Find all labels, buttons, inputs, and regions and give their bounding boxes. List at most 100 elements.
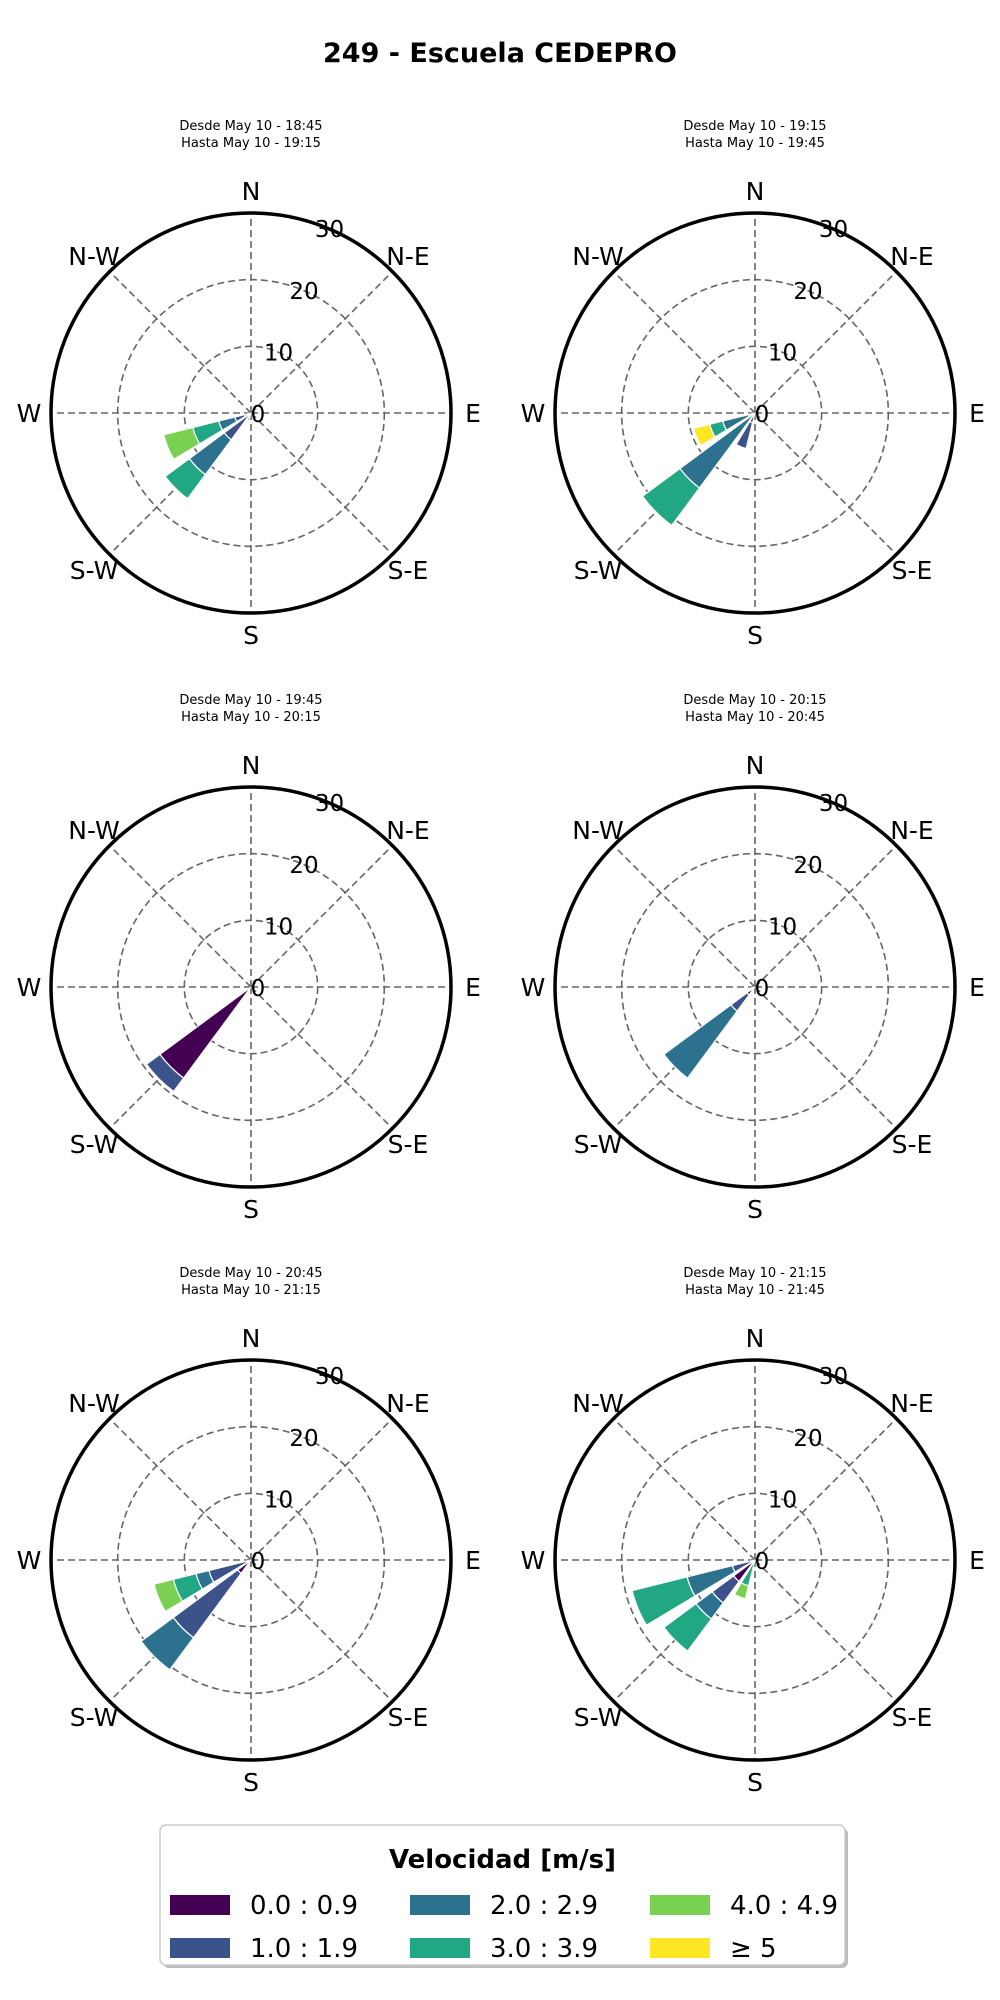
direction-label: N [746, 1324, 765, 1353]
panel-subtitle-to: Hasta May 10 - 19:45 [685, 136, 825, 151]
legend-label: 0.0 : 0.9 [250, 1891, 358, 1921]
direction-label: W [521, 399, 546, 428]
direction-label: S-E [892, 1130, 933, 1159]
wind-bar-segment [631, 1576, 696, 1627]
radial-tick-label: 0 [755, 976, 770, 1002]
wind-bar-segment [641, 467, 701, 527]
wind-rose-panel: Desde May 10 - 19:45 Hasta May 10 - 20:15… [17, 693, 481, 1224]
direction-label: E [465, 973, 481, 1002]
radial-tick-label: 20 [793, 1426, 822, 1452]
direction-label: S-E [892, 556, 933, 585]
radial-tick-label: 20 [289, 279, 318, 305]
radial-tick-label: 10 [768, 1487, 797, 1513]
legend-swatch [410, 1895, 470, 1915]
direction-label: S-W [70, 1130, 119, 1159]
legend-box [159, 1824, 846, 1966]
direction-label: W [17, 399, 42, 428]
outer-ring [553, 1358, 957, 1762]
wind-bar-segment [733, 1582, 750, 1600]
legend-swatch [170, 1938, 230, 1958]
wind-bar-segment [663, 1004, 738, 1079]
radial-tick-label: 10 [768, 914, 797, 940]
direction-label: E [969, 1546, 985, 1575]
direction-label: N [746, 751, 765, 780]
direction-label: S [747, 1768, 763, 1797]
legend-swatch [650, 1895, 710, 1915]
radial-tick-label: 0 [251, 976, 266, 1002]
direction-label: S [747, 1195, 763, 1224]
radial-tick-label: 0 [251, 402, 266, 428]
direction-label: N-W [68, 242, 119, 271]
direction-gridline [250, 986, 393, 1129]
direction-label: S-W [574, 1703, 623, 1732]
legend-swatch [170, 1895, 230, 1915]
figure-title: 249 - Escuela CEDEPRO [323, 38, 677, 69]
radial-tick-label: 0 [755, 1549, 770, 1575]
legend-swatch [650, 1938, 710, 1958]
direction-label: S-E [892, 1703, 933, 1732]
direction-gridline [109, 1418, 252, 1561]
direction-label: S-E [388, 1703, 429, 1732]
legend-label: 1.0 : 1.9 [250, 1934, 358, 1964]
direction-label: N [746, 177, 765, 206]
direction-label: S [243, 621, 259, 650]
direction-gridline [250, 845, 393, 988]
direction-label: N-E [890, 1389, 934, 1418]
direction-gridline [613, 271, 756, 414]
wind-bar-segment [145, 1053, 185, 1093]
wind-rose-panel: Desde May 10 - 20:45 Hasta May 10 - 21:15… [17, 1266, 481, 1797]
radial-tick-label: 30 [315, 791, 344, 817]
radial-tick-label: 10 [768, 340, 797, 366]
wind-bar-segment [159, 986, 252, 1079]
legend: Velocidad [m/s] 0.0 : 0.9 1.0 : 1.9 2.0 : 2… [159, 1824, 848, 1968]
direction-gridline [250, 1559, 393, 1702]
direction-gridline [250, 1418, 393, 1561]
direction-label: N-E [386, 816, 430, 845]
wind-bar-segment [735, 420, 754, 450]
direction-label: S [243, 1768, 259, 1797]
direction-label: S [243, 1195, 259, 1224]
radial-tick-label: 0 [755, 402, 770, 428]
panel-subtitle-from: Desde May 10 - 20:45 [179, 1266, 322, 1281]
direction-label: S-E [388, 1130, 429, 1159]
direction-gridline [109, 271, 252, 414]
radial-tick-label: 20 [793, 279, 822, 305]
legend-label: 4.0 : 4.9 [730, 1891, 838, 1921]
direction-label: E [465, 399, 481, 428]
direction-label: N-W [68, 1389, 119, 1418]
direction-label: N-W [68, 816, 119, 845]
radial-tick-label: 10 [264, 1487, 293, 1513]
radial-tick-label: 30 [819, 791, 848, 817]
radial-tick-label: 0 [251, 1549, 266, 1575]
legend-label: 3.0 : 3.9 [490, 1934, 598, 1964]
wind-bar-segment [153, 1578, 184, 1613]
panel-subtitle-to: Hasta May 10 - 20:45 [685, 710, 825, 725]
direction-label: N [242, 751, 261, 780]
direction-label: N-W [572, 816, 623, 845]
direction-label: N-E [890, 816, 934, 845]
radial-tick-label: 10 [264, 340, 293, 366]
direction-label: N-E [890, 242, 934, 271]
direction-label: N [242, 177, 261, 206]
wind-rose-panel: Desde May 10 - 21:15 Hasta May 10 - 21:45… [521, 1266, 985, 1797]
direction-gridline [754, 412, 897, 555]
direction-label: S-E [388, 556, 429, 585]
legend-label: 2.0 : 2.9 [490, 1891, 598, 1921]
direction-label: N-E [386, 242, 430, 271]
direction-label: N [242, 1324, 261, 1353]
direction-label: S-W [574, 1130, 623, 1159]
direction-label: N-W [572, 242, 623, 271]
wind-rose-panel: Desde May 10 - 18:45 Hasta May 10 - 19:15… [17, 119, 481, 650]
direction-label: W [521, 1546, 546, 1575]
direction-label: E [465, 1546, 481, 1575]
wind-bar-segment [663, 1602, 713, 1652]
panel-subtitle-from: Desde May 10 - 20:15 [683, 693, 826, 708]
outer-ring [49, 211, 453, 615]
radial-tick-label: 10 [264, 914, 293, 940]
outer-ring [553, 211, 957, 615]
direction-label: N-W [572, 1389, 623, 1418]
radial-tick-label: 30 [819, 1364, 848, 1390]
direction-label: S-W [70, 556, 119, 585]
wind-rose-panel: Desde May 10 - 19:15 Hasta May 10 - 19:45… [521, 119, 985, 650]
